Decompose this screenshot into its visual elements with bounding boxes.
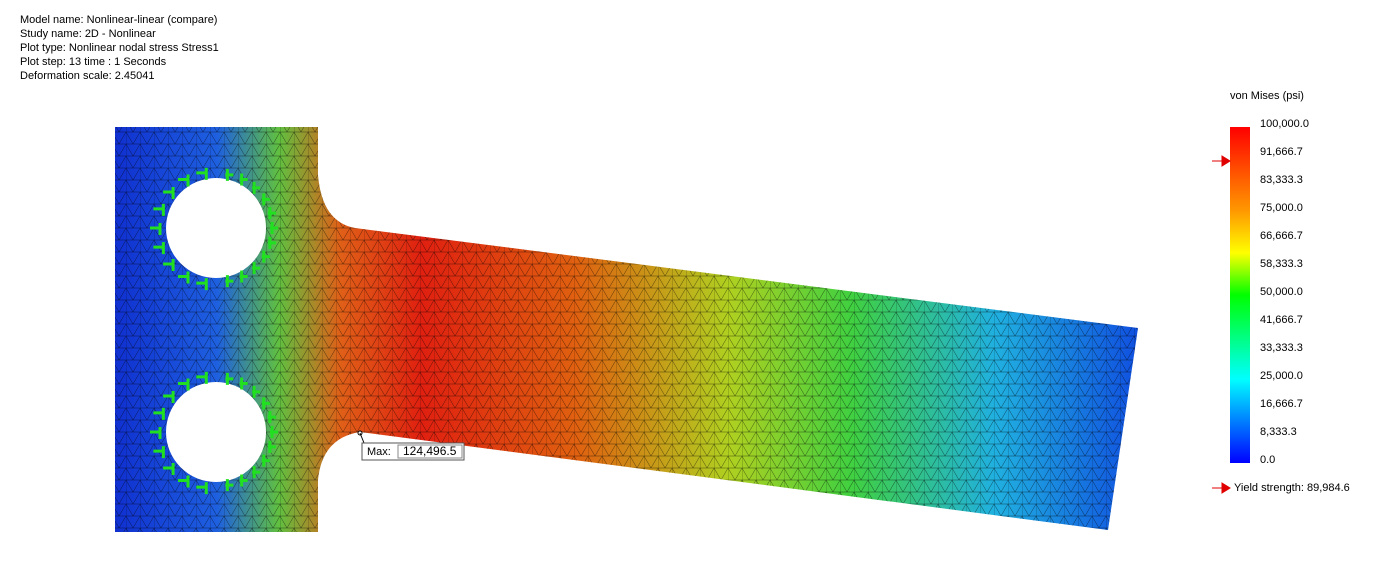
fixture-arrow [153,242,165,255]
legend-tick-label: 91,666.7 [1260,146,1303,158]
fixture-arrow [270,222,278,234]
yield-arrow [1212,482,1231,494]
fixture-arrow [150,223,162,235]
fixture-arrow [261,397,270,410]
max-label: Max: [367,446,391,458]
info-line: Deformation scale: 2.45041 [20,70,155,82]
legend-tick-label: 41,666.7 [1260,314,1303,326]
fixture-arrow [252,385,261,398]
legend-tick-label: 33,333.3 [1260,342,1303,354]
fixture-arrow [163,462,175,475]
legend-tick-label: 50,000.0 [1260,286,1303,298]
fixture-arrow [239,270,248,283]
legend-tick-label: 58,333.3 [1260,258,1303,270]
fixture-arrow [196,371,208,384]
fixture-arrow [261,193,270,206]
info-line: Study name: 2D - Nonlinear [20,28,156,40]
fixture-arrow [178,174,190,187]
fixture-arrow [261,454,270,467]
fixture-arrow [225,479,234,492]
fixture-arrow [153,203,165,216]
info-line: Plot type: Nonlinear nodal stress Stress… [20,42,219,54]
fixture-arrow [225,168,234,181]
legend-ticks: 100,000.0 91,666.7 83,333.3 75,000.0 66,666.… [1260,118,1309,466]
fixture-arrow [267,411,276,424]
max-value: 124,496.5 [403,444,457,458]
fixture-arrow [252,466,261,479]
info-line: Plot step: 13 time : 1 Seconds [20,56,167,68]
fixture-arrow [267,207,276,220]
max-leader [359,432,365,444]
hole [166,178,266,278]
fixture-arrow [196,482,208,495]
fixture-arrow [163,391,175,404]
fixture-arrow [225,275,234,288]
legend-bar [1230,127,1250,463]
hole [166,382,266,482]
legend-tick-label: 75,000.0 [1260,202,1303,214]
fixture-arrow [178,378,190,391]
legend-tick-label: 25,000.0 [1260,370,1303,382]
fixture-arrow [239,377,248,390]
legend-title: von Mises (psi) [1230,90,1304,102]
fixture-arrow [252,262,261,275]
fixture-arrow [178,271,190,284]
fixture-arrow [252,181,261,194]
legend-tick-label: 100,000.0 [1260,118,1309,130]
fixture-arrow [150,427,162,439]
fixture-arrow [267,236,276,249]
fixture-arrow [163,187,175,200]
fixture-arrow [196,167,208,180]
fixture-arrow [239,173,248,186]
legend-tick-label: 8,333.3 [1260,426,1297,438]
fixture-arrow [261,250,270,263]
legend-tick-label: 83,333.3 [1260,174,1303,186]
fixture-arrow [163,258,175,271]
info-line: Model name: Nonlinear-linear (compare) [20,14,217,26]
fixture-arrow [267,440,276,453]
max-value-box [397,444,463,459]
mesh [115,127,1138,532]
fixture-arrow [196,278,208,291]
fixture-arrows [150,167,278,495]
legend-tick-label: 66,666.7 [1260,230,1303,242]
legend-tick-label: 0.0 [1260,454,1275,466]
fixture-arrow [239,474,248,487]
plot-info: Model name: Nonlinear-linear (compare) St… [20,14,219,82]
fixture-arrow [153,407,165,420]
legend-tick-label: 16,666.7 [1260,398,1303,410]
fixture-arrow [270,426,278,438]
yield-strength: Yield strength: 89,984.6 [1234,482,1350,494]
fixture-arrow [153,446,165,459]
fixture-arrow [178,475,190,488]
yield-marker [1212,155,1231,167]
fixture-arrow [225,372,234,385]
